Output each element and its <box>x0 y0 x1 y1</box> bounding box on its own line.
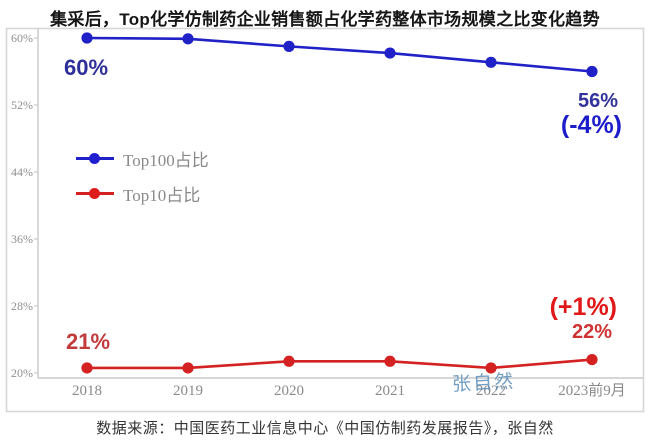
x-tick-label: 2021 <box>375 383 405 399</box>
data-point-Top10占比-2020 <box>283 355 295 367</box>
annotation-top10-start-value: 21% <box>66 329 111 354</box>
data-point-Top10占比-2023前9月 <box>586 354 598 366</box>
annotation-top100-start-value: 60% <box>64 55 109 80</box>
legend: Top100占比 Top10占比 <box>76 146 209 216</box>
y-tick-label: 52% <box>11 98 33 112</box>
legend-item-top100: Top100占比 <box>76 146 209 170</box>
annotation-top10-change: (+1%) <box>549 293 617 321</box>
data-point-Top100占比-2021 <box>384 47 396 59</box>
x-tick-label: 2018 <box>72 383 102 399</box>
x-tick-label: 2019 <box>173 383 203 399</box>
annotation-top100-change: (-4%) <box>560 111 622 139</box>
data-point-Top100占比-2020 <box>283 40 295 52</box>
data-point-Top100占比-2023前9月 <box>586 65 598 78</box>
top10-line-marker-icon <box>76 187 114 199</box>
data-point-Top100占比-2019 <box>182 33 194 45</box>
series-line-Top100占比 <box>86 36 593 73</box>
legend-item-top10: Top10占比 <box>76 181 209 205</box>
y-tick-label: 36% <box>11 232 33 246</box>
top100-line-marker-icon <box>76 152 114 164</box>
data-source-caption: 数据来源：中国医药工业信息中心《中国仿制药发展报告》，张自然 <box>96 421 554 437</box>
chart-title: 集采后，Top化学仿制药企业销售额占化学药整体市场规模之比变化趋势 <box>50 10 600 29</box>
series-line-Top10占比 <box>87 358 593 370</box>
data-point-Top10占比-2018 <box>81 362 93 374</box>
data-point-Top100占比-2018 <box>81 32 93 44</box>
author-watermark: 张自然 <box>451 371 516 396</box>
x-tick-label: 2020 <box>274 383 304 399</box>
annotation-top100-end-value: 56% <box>577 90 618 112</box>
data-point-Top10占比-2022 <box>485 362 497 374</box>
chart-frame <box>5 27 645 413</box>
y-tick-label: 44% <box>11 165 33 179</box>
data-point-Top100占比-2022 <box>485 56 497 68</box>
data-point-Top10占比-2019 <box>182 362 194 374</box>
x-tick-label: 2023前9月 <box>558 383 626 399</box>
y-tick-label: 60% <box>11 31 33 45</box>
legend-label-top10: Top10占比 <box>123 185 201 205</box>
y-tick-label: 28% <box>11 299 33 313</box>
legend-label-top100: Top100占比 <box>123 150 209 170</box>
data-point-Top10占比-2021 <box>384 355 396 367</box>
x-tick-label: 2022 <box>476 383 506 399</box>
y-tick-label: 20% <box>11 366 33 380</box>
annotation-top10-end-value: 22% <box>571 321 612 343</box>
